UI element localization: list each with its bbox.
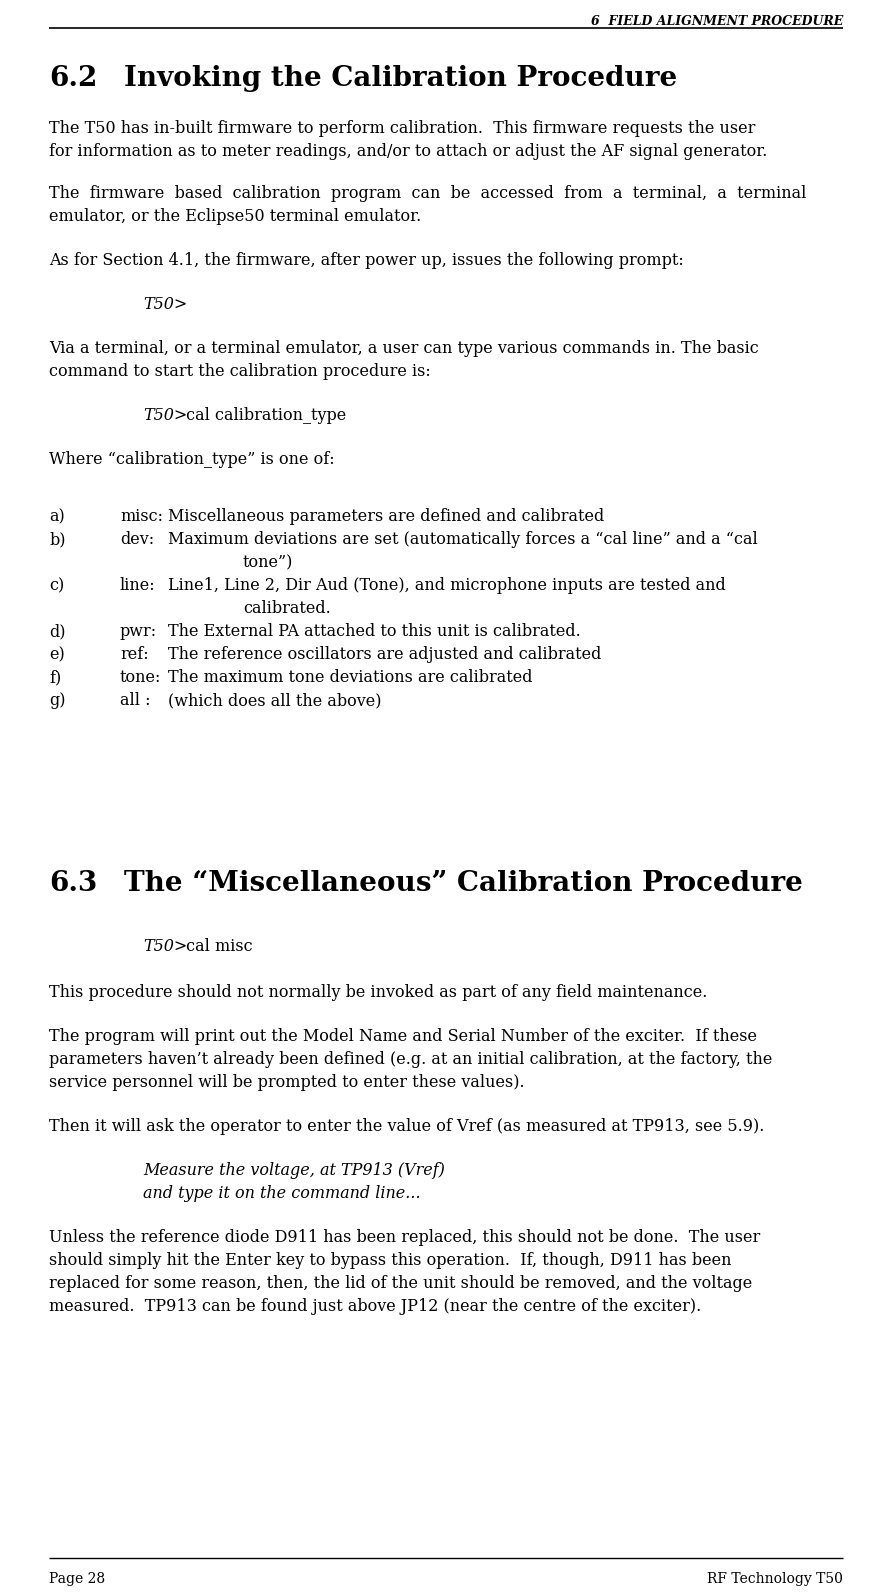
Text: tone:: tone: [120, 669, 161, 686]
Text: ref:: ref: [120, 646, 149, 662]
Text: Unless the reference diode D911 has been replaced, this should not be done.  The: Unless the reference diode D911 has been… [49, 1229, 760, 1246]
Text: d): d) [49, 622, 65, 640]
Text: (which does all the above): (which does all the above) [168, 693, 382, 709]
Text: Miscellaneous parameters are defined and calibrated: Miscellaneous parameters are defined and… [168, 508, 604, 525]
Text: Where “calibration_type” is one of:: Where “calibration_type” is one of: [49, 452, 334, 468]
Text: The External PA attached to this unit is calibrated.: The External PA attached to this unit is… [168, 622, 581, 640]
Text: f): f) [49, 669, 62, 686]
Text: Invoking the Calibration Procedure: Invoking the Calibration Procedure [124, 65, 677, 93]
Text: RF Technology T50: RF Technology T50 [707, 1572, 843, 1586]
Text: 6.2: 6.2 [49, 65, 97, 93]
Text: Line1, Line 2, Dir Aud (Tone), and microphone inputs are tested and: Line1, Line 2, Dir Aud (Tone), and micro… [168, 578, 726, 594]
Text: calibrated.: calibrated. [243, 600, 331, 618]
Text: The program will print out the Model Name and Serial Number of the exciter.  If : The program will print out the Model Nam… [49, 1028, 757, 1045]
Text: T50>: T50> [143, 295, 187, 313]
Text: Measure the voltage, at TP913 (Vref): Measure the voltage, at TP913 (Vref) [143, 1162, 445, 1179]
Text: service personnel will be prompted to enter these values).: service personnel will be prompted to en… [49, 1074, 524, 1092]
Text: b): b) [49, 531, 65, 547]
Text: The “Miscellaneous” Calibration Procedure: The “Miscellaneous” Calibration Procedur… [124, 870, 803, 897]
Text: dev:: dev: [120, 531, 154, 547]
Text: 6.3: 6.3 [49, 870, 97, 897]
Text: command to start the calibration procedure is:: command to start the calibration procedu… [49, 362, 431, 380]
Text: The T50 has in-built firmware to perform calibration.  This firmware requests th: The T50 has in-built firmware to perform… [49, 120, 756, 137]
Text: should simply hit the Enter key to bypass this operation.  If, though, D911 has : should simply hit the Enter key to bypas… [49, 1251, 731, 1269]
Text: As for Section 4.1, the firmware, after power up, issues the following prompt:: As for Section 4.1, the firmware, after … [49, 252, 684, 270]
Text: replaced for some reason, then, the lid of the unit should be removed, and the v: replaced for some reason, then, the lid … [49, 1275, 752, 1293]
Text: cal misc: cal misc [181, 938, 252, 954]
Text: measured.  TP913 can be found just above JP12 (near the centre of the exciter).: measured. TP913 can be found just above … [49, 1298, 701, 1315]
Text: a): a) [49, 508, 65, 525]
Text: misc:: misc: [120, 508, 163, 525]
Text: 6  FIELD ALIGNMENT PROCEDURE: 6 FIELD ALIGNMENT PROCEDURE [591, 14, 843, 29]
Text: all :: all : [120, 693, 151, 709]
Text: T50>: T50> [143, 407, 187, 425]
Text: Page 28: Page 28 [49, 1572, 105, 1586]
Text: Via a terminal, or a terminal emulator, a user can type various commands in. The: Via a terminal, or a terminal emulator, … [49, 340, 759, 358]
Text: The  firmware  based  calibration  program  can  be  accessed  from  a  terminal: The firmware based calibration program c… [49, 185, 806, 203]
Text: Then it will ask the operator to enter the value of Vref (as measured at TP913, : Then it will ask the operator to enter t… [49, 1119, 764, 1135]
Text: This procedure should not normally be invoked as part of any field maintenance.: This procedure should not normally be in… [49, 985, 707, 1001]
Text: Maximum deviations are set (automatically forces a “cal line” and a “cal: Maximum deviations are set (automaticall… [168, 531, 757, 547]
Text: T50>: T50> [143, 938, 187, 954]
Text: tone”): tone”) [243, 554, 293, 571]
Text: and type it on the command line...: and type it on the command line... [143, 1184, 421, 1202]
Text: e): e) [49, 646, 65, 662]
Text: c): c) [49, 578, 64, 594]
Text: emulator, or the Eclipse50 terminal emulator.: emulator, or the Eclipse50 terminal emul… [49, 207, 421, 225]
Text: The maximum tone deviations are calibrated: The maximum tone deviations are calibrat… [168, 669, 533, 686]
Text: for information as to meter readings, and/or to attach or adjust the AF signal g: for information as to meter readings, an… [49, 144, 767, 160]
Text: The reference oscillators are adjusted and calibrated: The reference oscillators are adjusted a… [168, 646, 601, 662]
Text: parameters haven’t already been defined (e.g. at an initial calibration, at the : parameters haven’t already been defined … [49, 1052, 772, 1068]
Text: pwr:: pwr: [120, 622, 157, 640]
Text: line:: line: [120, 578, 155, 594]
Text: cal calibration_type: cal calibration_type [181, 407, 346, 425]
Text: g): g) [49, 693, 65, 709]
